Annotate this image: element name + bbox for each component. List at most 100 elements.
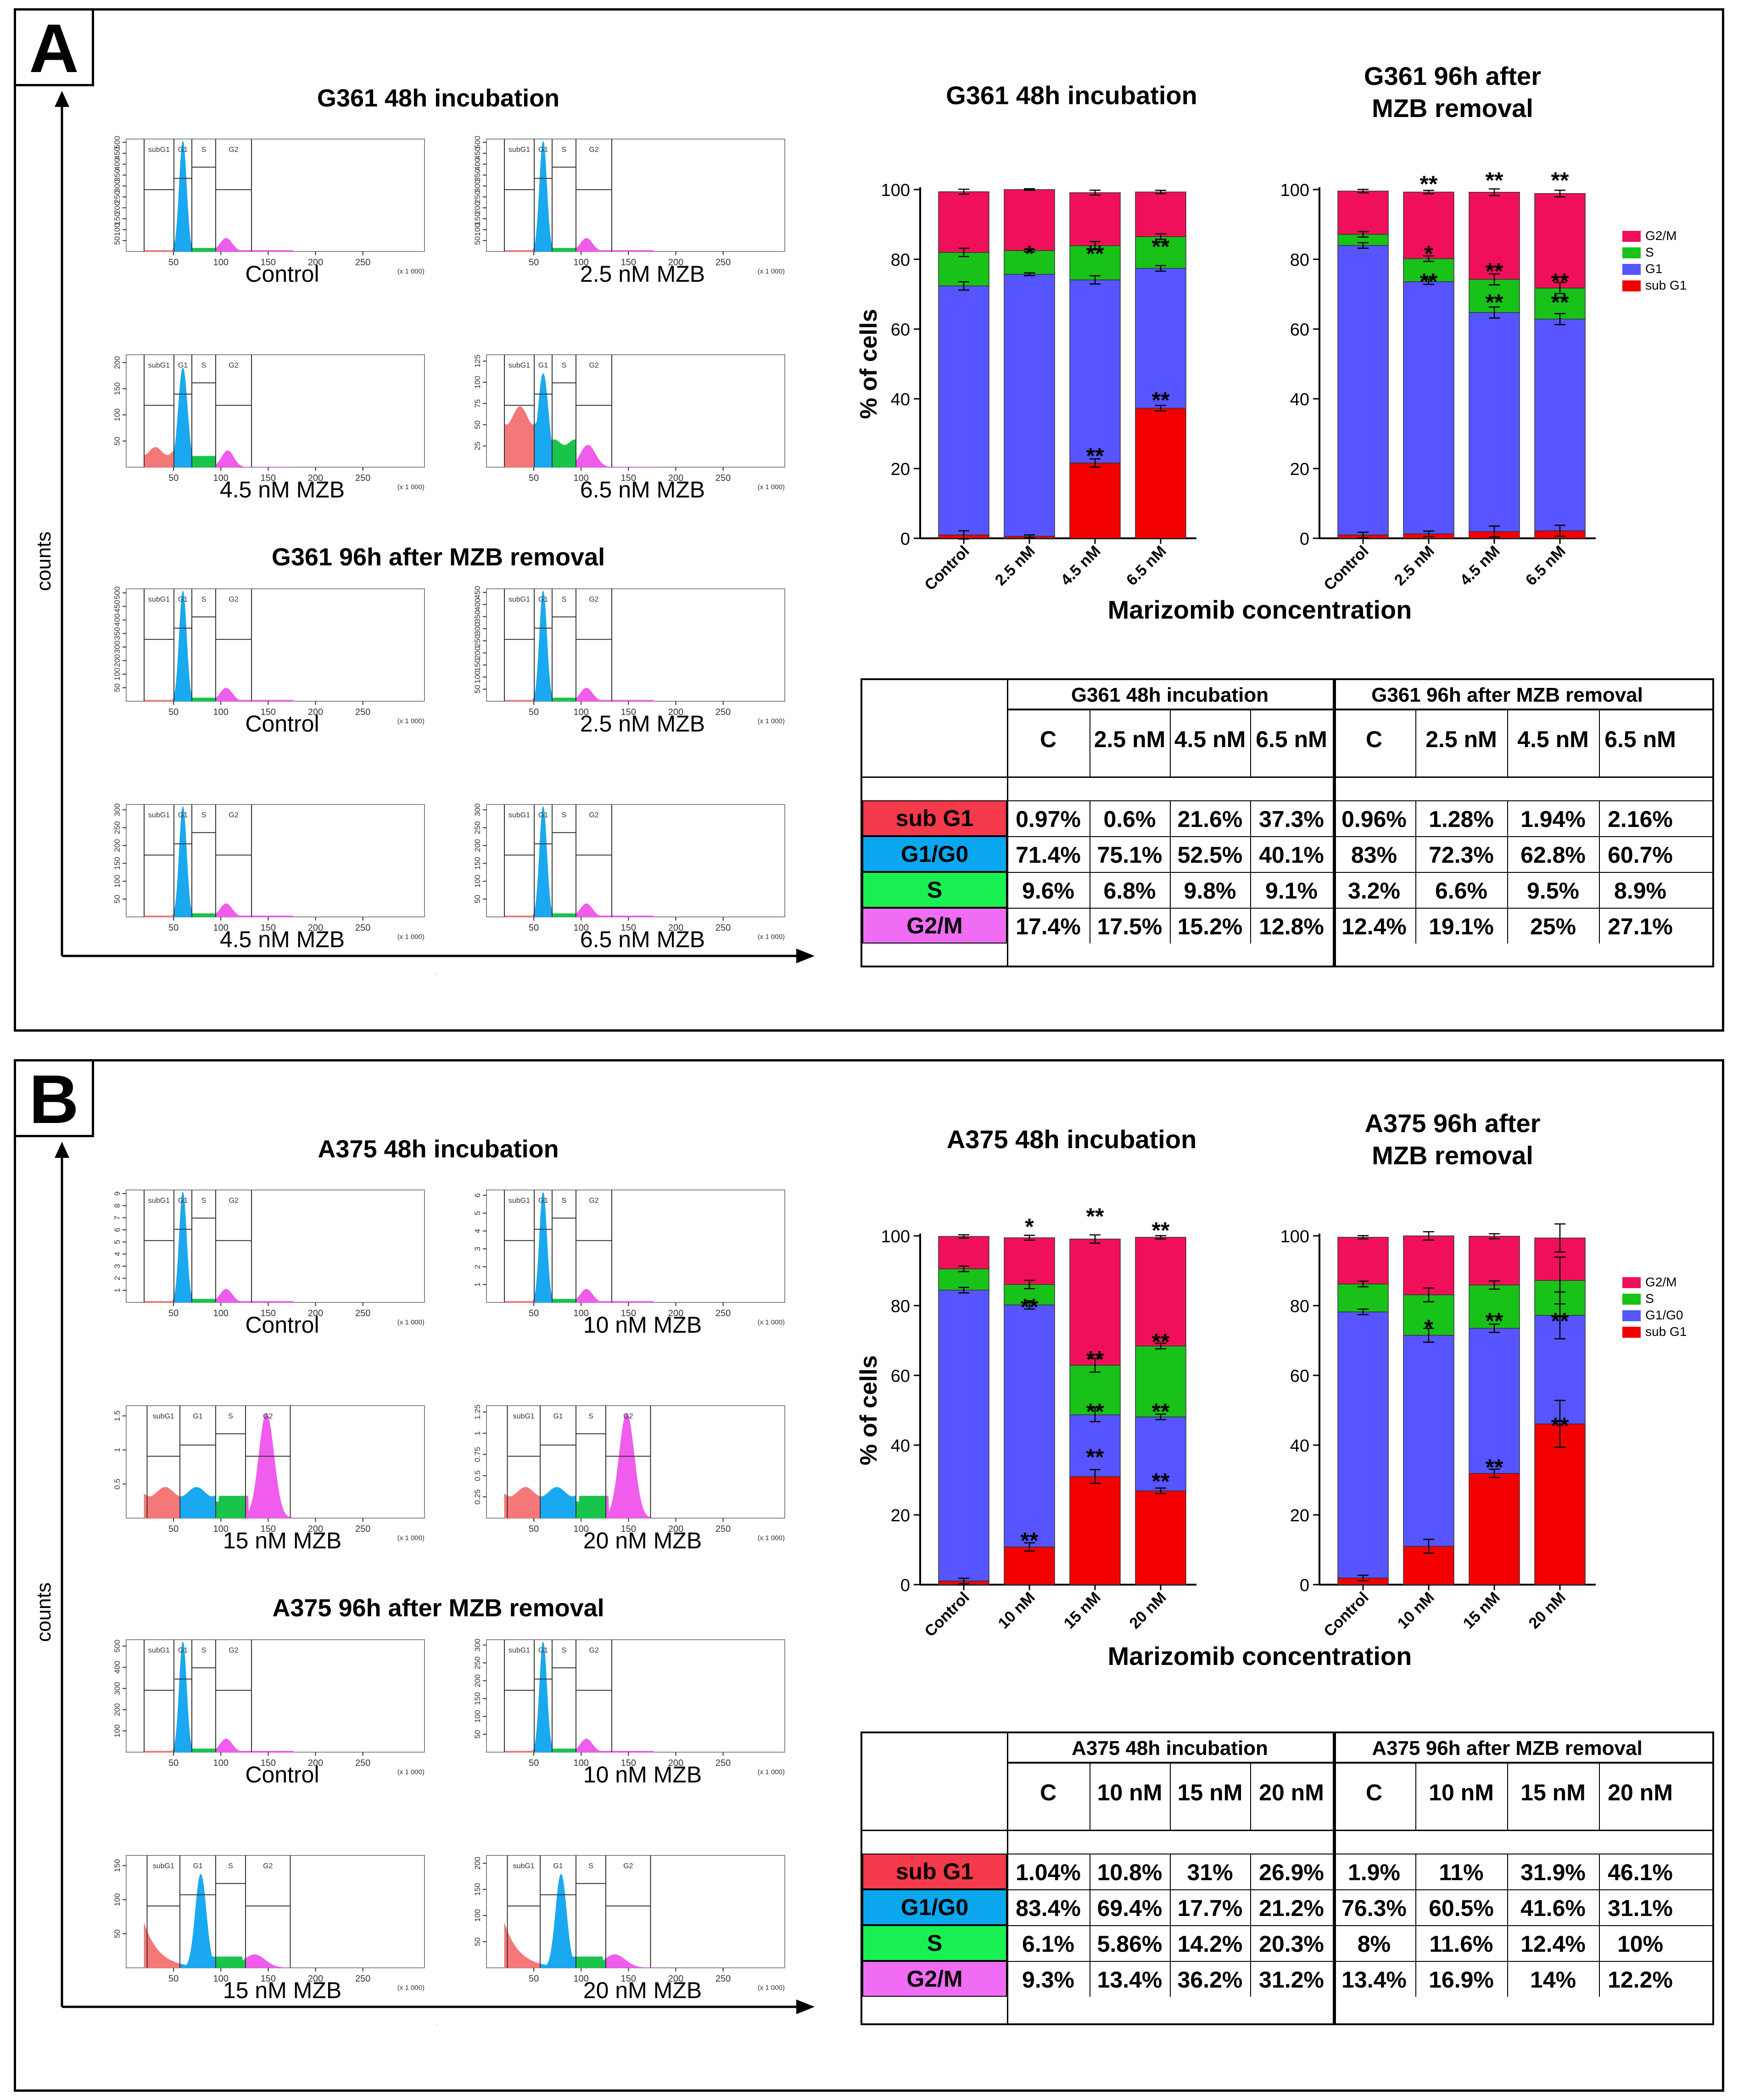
significance-marker: ** [1551,1413,1569,1438]
column-divider [1170,800,1171,944]
x-unit-label: (x 1 000) [758,717,785,725]
gate-label: G2 [229,596,238,603]
flow-histogram: subG1 G1 S G2 1 2 3 4 5 6 7 8 9 50 100 150 200 250 (x 1 00… [113,1190,425,1326]
table-cell: 1.04% [1016,1860,1081,1885]
legend-label: G2/M [1645,1275,1677,1289]
histogram-s [552,439,576,468]
histogram-g1 [173,368,192,468]
table-column-label: 20 nM [1608,1780,1673,1805]
column-divider [1599,1764,1600,1830]
x-unit-label: (x 1 000) [758,1768,785,1776]
bar-chart-title: G361 48h incubation [946,81,1197,110]
histogram-sub [504,912,535,917]
x-tick-label: 50 [529,473,539,483]
column-divider [1599,710,1600,777]
panel-b: B A375 48h incubation A375 96h after MZB… [14,1059,1724,2092]
x-tick-label: 250 [355,1974,370,1984]
y-tick-label: 400 [113,614,122,626]
y-tick-label: 300 [473,622,482,635]
bar-segment-g1 [1004,1304,1055,1547]
column-divider [1599,1854,1600,1997]
x-tick-label: 4.5 nM [1457,542,1503,589]
flow-title-96h: A375 96h after MZB removal [272,1594,604,1622]
legend-label: S [1645,1291,1654,1306]
x-tick-label: 100 [574,1974,589,1984]
x-tick-label: 250 [715,473,731,483]
histogram-g2 [215,1289,294,1303]
gate-label: S [201,596,207,603]
row-label-swatch: sub G1 [862,1854,1007,1889]
x-tick-label: 150 [621,923,636,933]
column-divider [1007,680,1008,966]
gate-label: G2 [229,811,238,819]
x-axis-arrow-head [796,949,815,963]
significance-marker: ** [1086,1444,1104,1470]
y-tick-label: 150 [113,382,122,395]
gate-label: subG1 [509,146,530,154]
gate-label: subG1 [148,1197,170,1205]
y-tick-label: 0 [900,530,910,549]
y-tick-label: 5 [113,1240,122,1244]
y-tick-label: 200 [473,201,482,214]
histogram-g1 [534,373,553,468]
legend-swatch [1622,264,1641,275]
y-tick-label: 40 [1290,1436,1309,1456]
condition-label: 2.5 nM MZB [580,711,705,737]
y-tick-label: 100 [1280,181,1309,200]
histogram-g2 [576,903,654,917]
column-divider [1415,1854,1416,1997]
x-tick-label: 50 [529,1308,539,1318]
y-tick-label: 250 [473,634,482,647]
table-cell: 52.5% [1177,842,1243,868]
significance-marker: ** [1086,1399,1104,1424]
bar-segment-g2m [1337,1237,1389,1285]
gate-label: S [201,362,207,369]
flow-title-48h: G361 48h incubation [317,84,560,112]
plot-frame [486,139,785,252]
bar-segment-g2m [1069,192,1121,246]
gate-label: S [562,1647,567,1654]
y-tick-label: 20 [891,1506,910,1525]
plot-frame [126,1190,425,1303]
histogram-g2 [576,1289,654,1303]
column-divider [1250,800,1251,944]
y-tick-label: 50 [473,895,482,904]
table-cell: 36.2% [1177,1967,1243,1993]
x-tick-label: 200 [668,707,683,717]
percentage-table: G361 48h incubation G361 96h after MZB re… [861,678,1714,967]
condition-label: Control [245,1762,319,1787]
significance-marker: ** [1420,269,1438,295]
plot-frame [486,804,785,917]
y-axis-arrow-head [55,91,69,107]
column-divider [1250,1854,1251,1997]
y-axis-label: counts [33,1582,55,1642]
y-tick-label: 50 [473,236,482,245]
gate-label: subG1 [148,811,170,819]
histogram-g1 [173,806,192,917]
histogram-sub [144,696,174,702]
x-tick-label: 100 [574,707,589,717]
table-column-label: C [1039,1780,1057,1805]
percentage-table: A375 48h incubation A375 96h after MZB re… [861,1731,1714,2025]
group-divider [1333,1733,1336,2023]
significance-marker: ** [1551,168,1569,193]
x-unit-label: (x 1 000) [397,1984,425,1992]
table-column-label: 2.5 nM [1425,726,1497,752]
gate-label: G1 [538,146,548,154]
x-tick-label: 100 [574,1308,589,1318]
plot-frame [126,139,425,252]
y-tick-label: 9 [113,1191,122,1195]
histogram-g2 [576,1738,654,1753]
table-cell: 12.2% [1608,1967,1673,1993]
panel-a: A G361 48h incubation G361 96h after MZB… [14,8,1724,1032]
x-tick-label: 150 [621,257,636,268]
y-tick-label: 200 [473,646,482,659]
histogram-s [576,1496,606,1519]
x-tick-label: 100 [213,1758,229,1768]
x-unit-label: (x 1 000) [397,1318,425,1326]
x-tick-label: 200 [668,257,683,268]
column-divider [1170,1764,1171,1830]
table-cell: 27.1% [1608,914,1673,939]
bar-segment-g1 [1337,1311,1389,1579]
y-tick-label: 100 [473,670,482,683]
